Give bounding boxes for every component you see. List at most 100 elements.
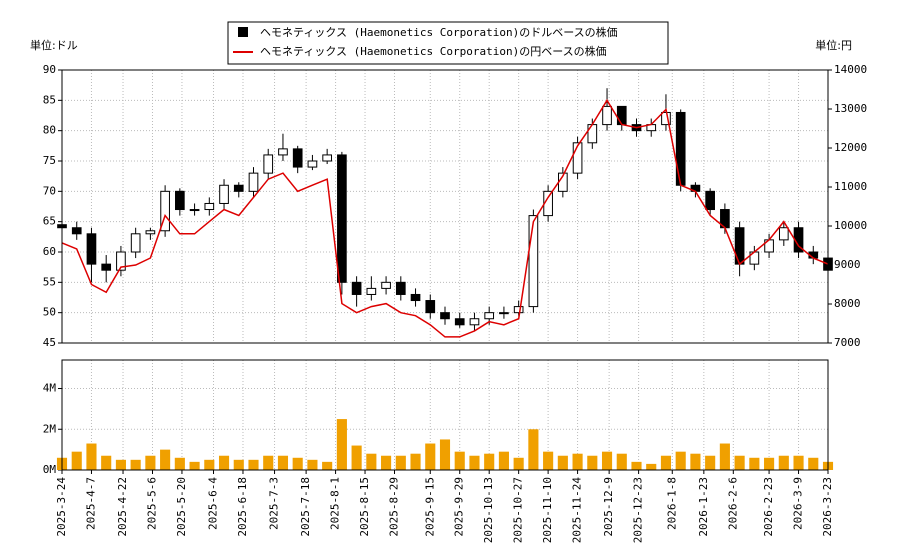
x-tick-label: 2025-12-9 xyxy=(602,477,615,537)
volume-bar xyxy=(454,451,465,470)
volume-bar xyxy=(218,455,230,470)
y2-tick-label: 9000 xyxy=(834,258,861,271)
x-tick-label: 2025-5-20 xyxy=(175,477,188,537)
volume-bar xyxy=(764,457,775,470)
volume-bar xyxy=(793,455,804,470)
volume-bar xyxy=(189,461,200,470)
y-tick-label: 2M xyxy=(43,422,57,435)
candle-body xyxy=(602,105,612,126)
x-tick-label: 2025-12-23 xyxy=(632,477,645,543)
volume-bar xyxy=(498,451,509,470)
candle-body xyxy=(248,172,259,192)
x-tick-label: 2025-8-15 xyxy=(358,477,371,537)
candle-body xyxy=(440,312,450,320)
y2-tick-label: 13000 xyxy=(834,102,867,115)
y-tick-label: 70 xyxy=(43,184,56,197)
volume-bar xyxy=(395,455,406,470)
y2-unit-label: 単位:円 xyxy=(815,38,852,52)
candle-body xyxy=(513,306,524,314)
x-tick-label: 2025-4-22 xyxy=(116,477,129,537)
x-tick-label: 2025-4-7 xyxy=(84,477,97,530)
candle-body xyxy=(366,287,377,295)
volume-bar xyxy=(263,455,274,470)
volume-bar xyxy=(204,459,215,470)
volume-bar xyxy=(322,461,333,470)
candle-body xyxy=(675,111,686,186)
volume-bar xyxy=(439,439,451,470)
volume-bar xyxy=(292,457,303,470)
volume-bar xyxy=(145,455,156,470)
y-tick-label: 50 xyxy=(43,306,56,319)
volume-bar xyxy=(381,455,392,470)
candle-body xyxy=(145,230,156,235)
volume-bar xyxy=(101,455,112,470)
volume-bar xyxy=(425,443,436,470)
y-tick-label: 65 xyxy=(43,215,56,228)
x-tick-label: 2025-6-18 xyxy=(236,477,249,537)
candle-body xyxy=(263,154,274,174)
volume-bar xyxy=(749,457,760,470)
candle-body xyxy=(292,148,303,168)
candle-body xyxy=(572,142,583,174)
candle-body xyxy=(278,148,288,156)
x-tick-label: 2026-3-9 xyxy=(792,477,805,530)
volume-bar xyxy=(690,453,701,470)
y-tick-label: 55 xyxy=(43,275,56,288)
candle-body xyxy=(86,233,97,265)
volume-bar xyxy=(160,449,171,470)
candle-body xyxy=(395,281,406,295)
y-tick-label: 80 xyxy=(43,124,56,137)
x-tick-label: 2026-2-6 xyxy=(726,477,739,530)
candle-body xyxy=(130,233,141,253)
volume-bar xyxy=(719,443,730,470)
candle-body xyxy=(175,190,185,211)
volume-bar xyxy=(484,453,495,470)
y2-tick-label: 12000 xyxy=(834,141,867,154)
volume-bar xyxy=(808,457,819,470)
candle-body xyxy=(616,105,627,126)
x-tick-label: 2025-8-1 xyxy=(329,477,342,530)
y-tick-label: 75 xyxy=(43,154,56,167)
x-tick-label: 2026-2-23 xyxy=(762,477,775,537)
x-tick-label: 2025-9-15 xyxy=(423,477,436,537)
y2-tick-label: 11000 xyxy=(834,180,867,193)
candle-body xyxy=(454,318,465,326)
x-tick-label: 2025-9-29 xyxy=(453,477,466,537)
volume-bar xyxy=(248,459,259,470)
y-unit-label: 単位:ドル xyxy=(30,38,78,52)
x-tick-label: 2026-1-8 xyxy=(665,477,678,530)
volume-bar xyxy=(572,453,583,470)
candle-body xyxy=(410,293,421,302)
legend-box xyxy=(227,21,669,65)
volume-bar xyxy=(174,457,185,470)
x-tick-label: 2025-3-24 xyxy=(55,477,68,537)
volume-bar xyxy=(616,453,627,470)
candle-body xyxy=(307,160,318,168)
volume-bar xyxy=(71,451,82,470)
candle-body xyxy=(116,251,126,271)
candle-body xyxy=(351,281,362,295)
volume-bar xyxy=(705,455,716,470)
x-tick-label: 2026-1-23 xyxy=(697,477,710,537)
x-tick-label: 2025-10-27 xyxy=(512,477,525,543)
x-tick-label: 2025-6-4 xyxy=(207,477,220,530)
y2-tick-label: 8000 xyxy=(834,297,861,310)
y-tick-label: 60 xyxy=(43,245,56,258)
y-tick-label: 4M xyxy=(43,382,57,395)
volume-bar xyxy=(587,455,598,470)
volume-bar xyxy=(233,459,244,470)
candle-body xyxy=(160,190,170,232)
volume-bar xyxy=(130,459,141,470)
candle-body xyxy=(528,215,539,308)
y2-tick-label: 7000 xyxy=(834,336,861,349)
volume-bar xyxy=(115,459,126,470)
candle-body xyxy=(484,312,495,320)
volume-frame xyxy=(61,359,829,471)
price-line xyxy=(61,98,829,338)
volume-bar xyxy=(351,445,362,470)
volume-bar xyxy=(543,451,554,470)
volume-bar xyxy=(469,455,480,470)
volume-bar xyxy=(513,457,524,470)
y-tick-label: 45 xyxy=(43,336,56,349)
